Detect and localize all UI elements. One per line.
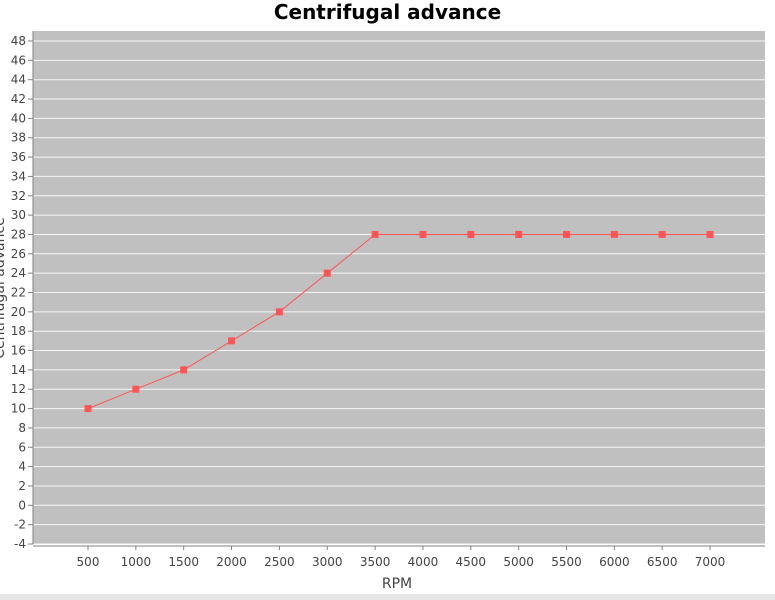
data-point xyxy=(180,366,188,374)
x-tick-label: 4500 xyxy=(456,555,487,569)
x-tick-label: 3000 xyxy=(312,555,343,569)
x-axis-label: RPM xyxy=(382,576,412,592)
plot-background xyxy=(33,31,765,544)
data-point xyxy=(515,230,523,238)
x-tick-label: 2000 xyxy=(216,555,247,569)
y-tick-label: 26 xyxy=(11,247,26,261)
data-point xyxy=(275,308,283,316)
y-tick-label: 8 xyxy=(18,421,26,435)
x-tick-label: 5000 xyxy=(503,555,534,569)
y-tick-label: 34 xyxy=(11,169,26,183)
x-tick-label: 2500 xyxy=(264,555,295,569)
y-tick-label: 48 xyxy=(11,34,26,48)
y-tick-label: 44 xyxy=(11,73,26,87)
y-tick-label: 42 xyxy=(11,92,26,106)
data-point xyxy=(132,385,140,393)
y-tick-label: 10 xyxy=(11,402,26,416)
y-tick-label: 4 xyxy=(18,460,26,474)
y-tick-label: 38 xyxy=(11,131,26,145)
y-tick-label: 30 xyxy=(11,208,26,222)
bottom-strip xyxy=(0,594,775,600)
y-axis-label: Centrifugal advance xyxy=(0,217,8,359)
data-point xyxy=(419,230,427,238)
y-tick-label: 6 xyxy=(18,440,26,454)
data-point xyxy=(323,269,331,277)
y-tick-label: 28 xyxy=(11,227,26,241)
y-tick-label: 2 xyxy=(18,479,26,493)
y-tick-label: 24 xyxy=(11,266,26,280)
y-tick-label: 0 xyxy=(18,498,26,512)
x-tick-label: 1000 xyxy=(121,555,152,569)
data-point xyxy=(658,230,666,238)
y-tick-label: 14 xyxy=(11,363,26,377)
x-tick-label: 1500 xyxy=(168,555,199,569)
data-point xyxy=(610,230,618,238)
x-tick-label: 3500 xyxy=(360,555,391,569)
y-tick-label: 22 xyxy=(11,286,26,300)
x-tick-label: 4000 xyxy=(408,555,439,569)
chart-title: Centrifugal advance xyxy=(273,0,502,24)
data-point xyxy=(228,337,236,345)
y-tick-label: 40 xyxy=(11,111,26,125)
x-tick-label: 6000 xyxy=(599,555,630,569)
data-point xyxy=(467,230,475,238)
y-tick-label: 36 xyxy=(11,150,26,164)
y-tick-label: 46 xyxy=(11,53,26,67)
data-point xyxy=(371,230,379,238)
y-tick-label: 16 xyxy=(11,344,26,358)
y-tick-label: -2 xyxy=(14,518,26,532)
data-point xyxy=(84,405,92,413)
data-point xyxy=(706,230,714,238)
data-point xyxy=(563,230,570,238)
y-tick-label: 20 xyxy=(11,305,26,319)
y-tick-label: 12 xyxy=(11,382,26,396)
y-tick-label: 18 xyxy=(11,324,26,338)
x-tick-label: 500 xyxy=(77,555,100,569)
x-tick-label: 5500 xyxy=(551,555,582,569)
y-tick-label: -4 xyxy=(14,537,26,551)
x-tick-label: 6500 xyxy=(647,555,678,569)
series-line xyxy=(87,234,711,410)
y-tick-label: 32 xyxy=(11,189,26,203)
x-tick-label: 7000 xyxy=(695,555,726,569)
